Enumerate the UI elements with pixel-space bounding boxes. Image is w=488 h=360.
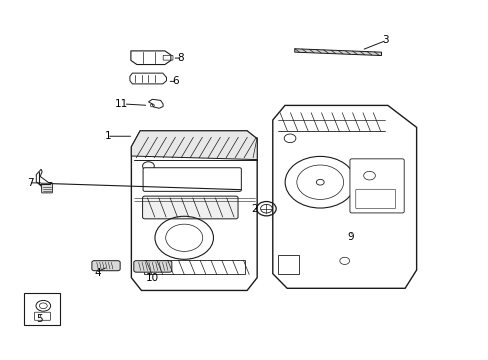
FancyBboxPatch shape (92, 261, 120, 271)
Polygon shape (36, 169, 52, 193)
Polygon shape (131, 131, 257, 291)
Polygon shape (148, 99, 163, 108)
Text: 10: 10 (146, 273, 159, 283)
Text: 4: 4 (94, 267, 101, 278)
Polygon shape (130, 73, 166, 84)
Text: 3: 3 (381, 35, 388, 45)
Text: 6: 6 (172, 76, 179, 86)
FancyBboxPatch shape (23, 293, 60, 324)
FancyBboxPatch shape (142, 196, 238, 219)
Polygon shape (294, 49, 381, 55)
Text: 9: 9 (346, 232, 353, 242)
FancyBboxPatch shape (349, 159, 404, 213)
Polygon shape (143, 260, 244, 274)
Polygon shape (131, 51, 170, 64)
Text: 8: 8 (177, 53, 183, 63)
Text: 7: 7 (27, 178, 34, 188)
Text: 2: 2 (250, 204, 257, 214)
Polygon shape (131, 131, 257, 159)
FancyBboxPatch shape (143, 168, 241, 192)
Text: 1: 1 (105, 131, 112, 141)
FancyBboxPatch shape (134, 261, 171, 272)
Text: 11: 11 (115, 99, 128, 109)
Polygon shape (272, 105, 416, 288)
FancyBboxPatch shape (41, 183, 52, 193)
Text: 5: 5 (36, 314, 42, 324)
